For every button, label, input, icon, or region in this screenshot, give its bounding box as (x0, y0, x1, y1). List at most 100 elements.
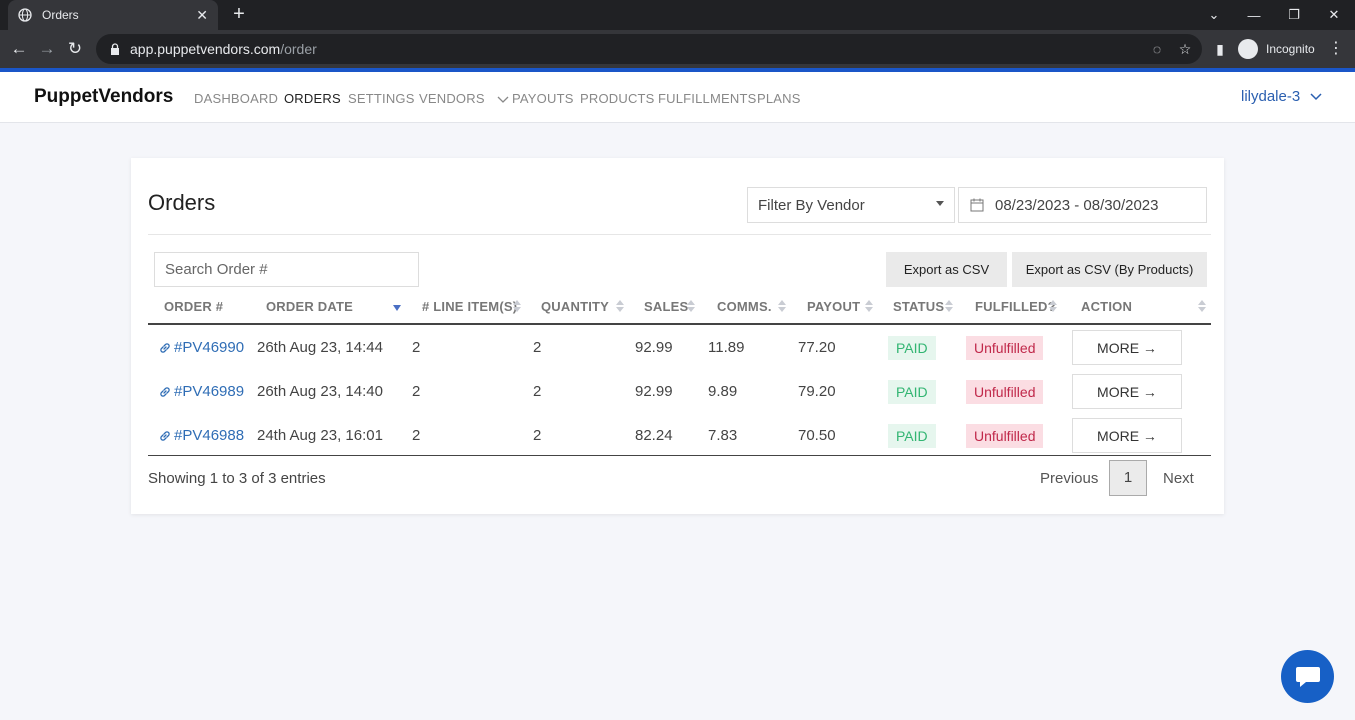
restore-icon[interactable]: ❐ (1288, 7, 1300, 22)
user-menu[interactable]: lilydale-3 (1241, 88, 1322, 105)
nav-settings[interactable]: SETTINGS (348, 91, 415, 106)
column-status[interactable]: STATUS (893, 299, 945, 314)
brand-logo[interactable]: PuppetVendors (34, 86, 174, 107)
link-icon (160, 386, 170, 397)
status-badge: PAID (888, 336, 936, 360)
comms: 9.89 (708, 383, 738, 400)
incognito-indicator[interactable]: Incognito (1238, 37, 1315, 61)
table-header-border (148, 323, 1211, 325)
reload-icon[interactable]: ↻ (67, 39, 83, 58)
sort-icon[interactable] (616, 299, 624, 313)
close-tab-icon[interactable]: ✕ (196, 6, 208, 23)
link-icon (160, 430, 170, 441)
sort-icon[interactable] (945, 299, 953, 313)
nav-orders[interactable]: ORDERS (284, 91, 341, 106)
nav-vendors[interactable]: VENDORS (419, 91, 509, 106)
column-order[interactable]: ORDER # (164, 299, 224, 314)
incognito-label: Incognito (1266, 42, 1315, 56)
nav-dashboard[interactable]: DASHBOARD (194, 91, 279, 106)
table-row: #PV46989 26th Aug 23, 14:40 2 2 92.99 9.… (148, 369, 1211, 413)
more-button[interactable]: MORE → (1072, 374, 1182, 409)
order-date: 26th Aug 23, 14:40 (257, 383, 383, 400)
star-icon[interactable]: ☆ (1178, 41, 1192, 57)
table-row: #PV46990 26th Aug 23, 14:44 2 2 92.99 11… (148, 325, 1211, 369)
table-row: #PV46988 24th Aug 23, 16:01 2 2 82.24 7.… (148, 413, 1211, 457)
chevron-down-icon (497, 96, 508, 103)
sort-desc-icon[interactable] (393, 305, 401, 311)
divider (148, 234, 1211, 235)
more-button[interactable]: MORE → (1072, 330, 1182, 365)
date-range-picker[interactable]: 08/23/2023 - 08/30/2023 (958, 187, 1207, 223)
fulfilled-badge: Unfulfilled (966, 424, 1044, 448)
order-link[interactable]: #PV46988 (158, 427, 244, 444)
side-panel-icon[interactable]: ▮ (1216, 41, 1224, 57)
sort-icon[interactable] (778, 299, 786, 313)
sales: 82.24 (635, 427, 673, 444)
line-items: 2 (412, 427, 421, 444)
browser-menu-icon[interactable]: ⋮ (1328, 40, 1344, 57)
comms: 11.89 (708, 339, 745, 356)
close-window-icon[interactable]: ✕ (1328, 7, 1340, 22)
column-sales[interactable]: SALES (644, 299, 689, 314)
sort-icon[interactable] (687, 299, 695, 313)
date-range-value: 08/23/2023 - 08/30/2023 (995, 197, 1159, 214)
vendor-filter-select[interactable]: Filter By Vendor (747, 187, 955, 223)
fulfilled-badge: Unfulfilled (966, 380, 1044, 404)
sort-icon[interactable] (1049, 299, 1057, 313)
pagination-next[interactable]: Next (1163, 470, 1194, 487)
column-action[interactable]: ACTION (1081, 299, 1133, 314)
fulfilled-badge: Unfulfilled (966, 336, 1044, 360)
browser-tabbar: Orders ✕ + ⌄ — ❐ ✕ (0, 0, 1355, 30)
column-comms[interactable]: COMMS. (717, 299, 772, 314)
eye-off-icon[interactable]: ◌ (1152, 41, 1162, 57)
chat-bubble-icon (1295, 666, 1320, 687)
column-fulfilled[interactable]: FULFILLED? (975, 299, 1056, 314)
nav-fulfillments[interactable]: FULFILLMENTS (658, 91, 757, 106)
orders-card: Orders Filter By Vendor 08/23/2023 - 08/… (131, 158, 1224, 514)
pagination-page[interactable]: 1 (1109, 460, 1147, 496)
export-csv-button[interactable]: Export as CSV (886, 252, 1007, 287)
sales: 92.99 (635, 339, 673, 356)
order-link[interactable]: #PV46990 (158, 339, 244, 356)
new-tab-icon[interactable]: + (233, 3, 245, 25)
column-quantity[interactable]: QUANTITY (541, 299, 610, 314)
order-number: #PV46988 (174, 427, 245, 444)
table-footer-border (148, 455, 1211, 456)
browser-tab[interactable]: Orders ✕ (8, 0, 218, 30)
order-link[interactable]: #PV46989 (158, 383, 244, 400)
sort-icon[interactable] (513, 299, 521, 313)
minimize-icon[interactable]: — (1247, 7, 1261, 23)
order-number: #PV46989 (174, 383, 245, 400)
forward-icon[interactable]: → (38, 39, 56, 58)
nav-payouts[interactable]: PAYOUTS (512, 91, 574, 106)
line-items: 2 (412, 383, 421, 400)
back-icon[interactable]: ← (10, 39, 28, 58)
user-name: lilydale-3 (1241, 88, 1301, 105)
chat-button[interactable] (1281, 650, 1334, 703)
more-button[interactable]: MORE → (1072, 418, 1182, 453)
quantity: 2 (533, 339, 542, 356)
sort-icon[interactable] (865, 299, 873, 313)
entries-info: Showing 1 to 3 of 3 entries (148, 470, 326, 487)
lock-icon (111, 43, 119, 55)
nav-plans[interactable]: PLANS (757, 91, 801, 106)
payout: 79.20 (798, 383, 836, 400)
quantity: 2 (533, 383, 542, 400)
url-bar[interactable]: app.puppetvendors.com/order (96, 34, 1202, 64)
tab-search-icon[interactable]: ⌄ (1208, 7, 1220, 22)
column-line-items[interactable]: # LINE ITEM(S) (422, 299, 518, 314)
search-order-input[interactable] (154, 252, 419, 287)
export-csv-products-button[interactable]: Export as CSV (By Products) (1012, 252, 1207, 287)
payout: 77.20 (798, 339, 836, 356)
order-number: #PV46990 (174, 339, 245, 356)
sort-icon[interactable] (1198, 299, 1206, 313)
nav-products[interactable]: PRODUCTS (580, 91, 655, 106)
chevron-down-icon (1310, 93, 1322, 101)
pagination-previous[interactable]: Previous (1040, 470, 1099, 487)
sales: 92.99 (635, 383, 673, 400)
column-payout[interactable]: PAYOUT (807, 299, 861, 314)
calendar-icon (970, 198, 984, 212)
column-order-date[interactable]: ORDER DATE (266, 299, 353, 314)
line-items: 2 (412, 339, 421, 356)
link-icon (160, 342, 170, 353)
